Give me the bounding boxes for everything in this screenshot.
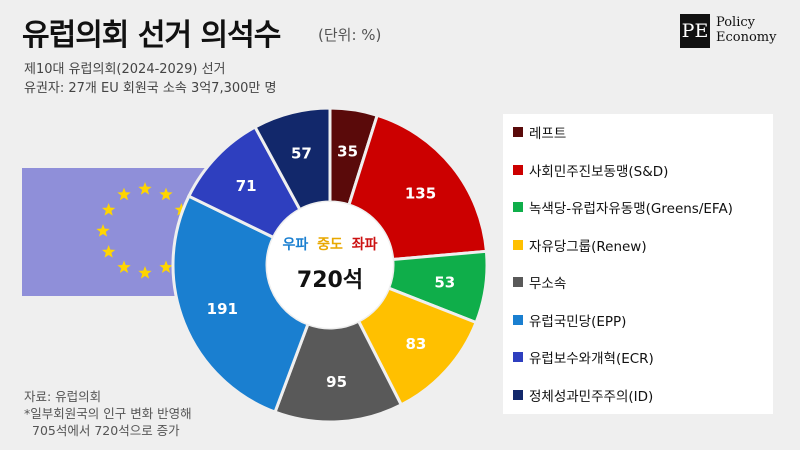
donut-hole [267, 202, 393, 328]
legend-item: 무소속 [513, 272, 566, 292]
legend-swatch [513, 164, 523, 175]
legend-label: 레프트 [529, 126, 567, 142]
legend-label: 자유당그룹(Renew) [529, 238, 647, 255]
footnote-line1: *일부회원국의 인구 변화 반영해 [24, 406, 192, 421]
legend-label: 유럽보수와개혁(ECR) [529, 351, 654, 367]
eu-star-icon [101, 245, 116, 258]
slice-value-label: 71 [236, 177, 257, 195]
logo-text: Policy Economy [716, 15, 776, 45]
legend-swatch [513, 127, 523, 137]
subtitle-voters: 유권자: 27개 EU 회원국 소속 3억7,300만 명 [24, 81, 277, 96]
policy-economy-logo: PE Policy Economy [680, 14, 790, 50]
eu-star-icon [117, 187, 131, 201]
legend-swatch [513, 314, 523, 325]
eu-star-icon [159, 187, 173, 201]
legend-swatch [513, 202, 523, 212]
legend-item: 유럽보수와개혁(ECR) [513, 347, 654, 367]
legend-swatch [513, 239, 523, 250]
legend-label: 정체성과민주주의(ID) [529, 388, 654, 405]
slice-value-label: 53 [434, 274, 455, 292]
legend-swatch [513, 352, 523, 362]
legend-label: 사회민주진보동맹(S&D) [529, 163, 669, 180]
eu-star-icon [138, 266, 152, 279]
legend-swatch [513, 389, 523, 400]
eu-star-icon [159, 260, 173, 274]
eu-star-icon [117, 260, 131, 274]
legend-label: 녹색당-유럽자유동맹(Greens/EFA) [529, 201, 733, 217]
slice-value-label: 135 [405, 184, 436, 202]
eu-star-icon [96, 224, 110, 237]
subtitle-election: 제10대 유럽의회(2024-2029) 선거 [24, 62, 226, 77]
slice-value-label: 83 [405, 335, 426, 353]
eu-star-icon [174, 203, 189, 216]
legend-label: 무소속 [529, 276, 567, 292]
logo-line2: Economy [716, 30, 777, 45]
legend-item: 자유당그룹(Renew) [513, 235, 647, 255]
total-seats: 720석 [297, 268, 363, 293]
chart-title: 유럽의회 선거 의석수 [22, 18, 281, 53]
logo-line1: Policy [716, 15, 755, 30]
legend-label: 유럽국민당(EPP) [529, 313, 627, 330]
source-note: 자료: 유럽의회 [24, 389, 102, 404]
logo-mark: PE [680, 14, 710, 48]
eu-star-icon [101, 203, 116, 216]
legend-item: 유럽국민당(EPP) [513, 310, 626, 330]
donut-chart: 35 135 53 83 95 191 71 57 우파 중도 좌파 720석 [171, 106, 489, 424]
center-left-wing: 좌파 [352, 237, 378, 253]
center-right-wing: 우파 [282, 237, 308, 253]
slice-value-label: 191 [207, 300, 238, 318]
slice-value-label: 35 [337, 142, 358, 160]
legend-item: 정체성과민주주의(ID) [513, 385, 653, 405]
center-orientation: 우파 중도 좌파 [282, 237, 377, 253]
center-centrist: 중도 [317, 237, 343, 253]
unit-label: (단위: %) [318, 26, 382, 44]
footnote-line2: 705석에서 720석으로 증가 [32, 423, 180, 438]
slice-value-label: 95 [326, 373, 347, 391]
legend-item: 녹색당-유럽자유동맹(Greens/EFA) [513, 197, 733, 217]
slice-value-label: 57 [291, 145, 312, 163]
legend-item: 사회민주진보동맹(S&D) [513, 160, 668, 180]
legend-swatch [513, 277, 523, 287]
legend-item: 레프트 [513, 122, 566, 142]
eu-star-icon [138, 182, 152, 195]
